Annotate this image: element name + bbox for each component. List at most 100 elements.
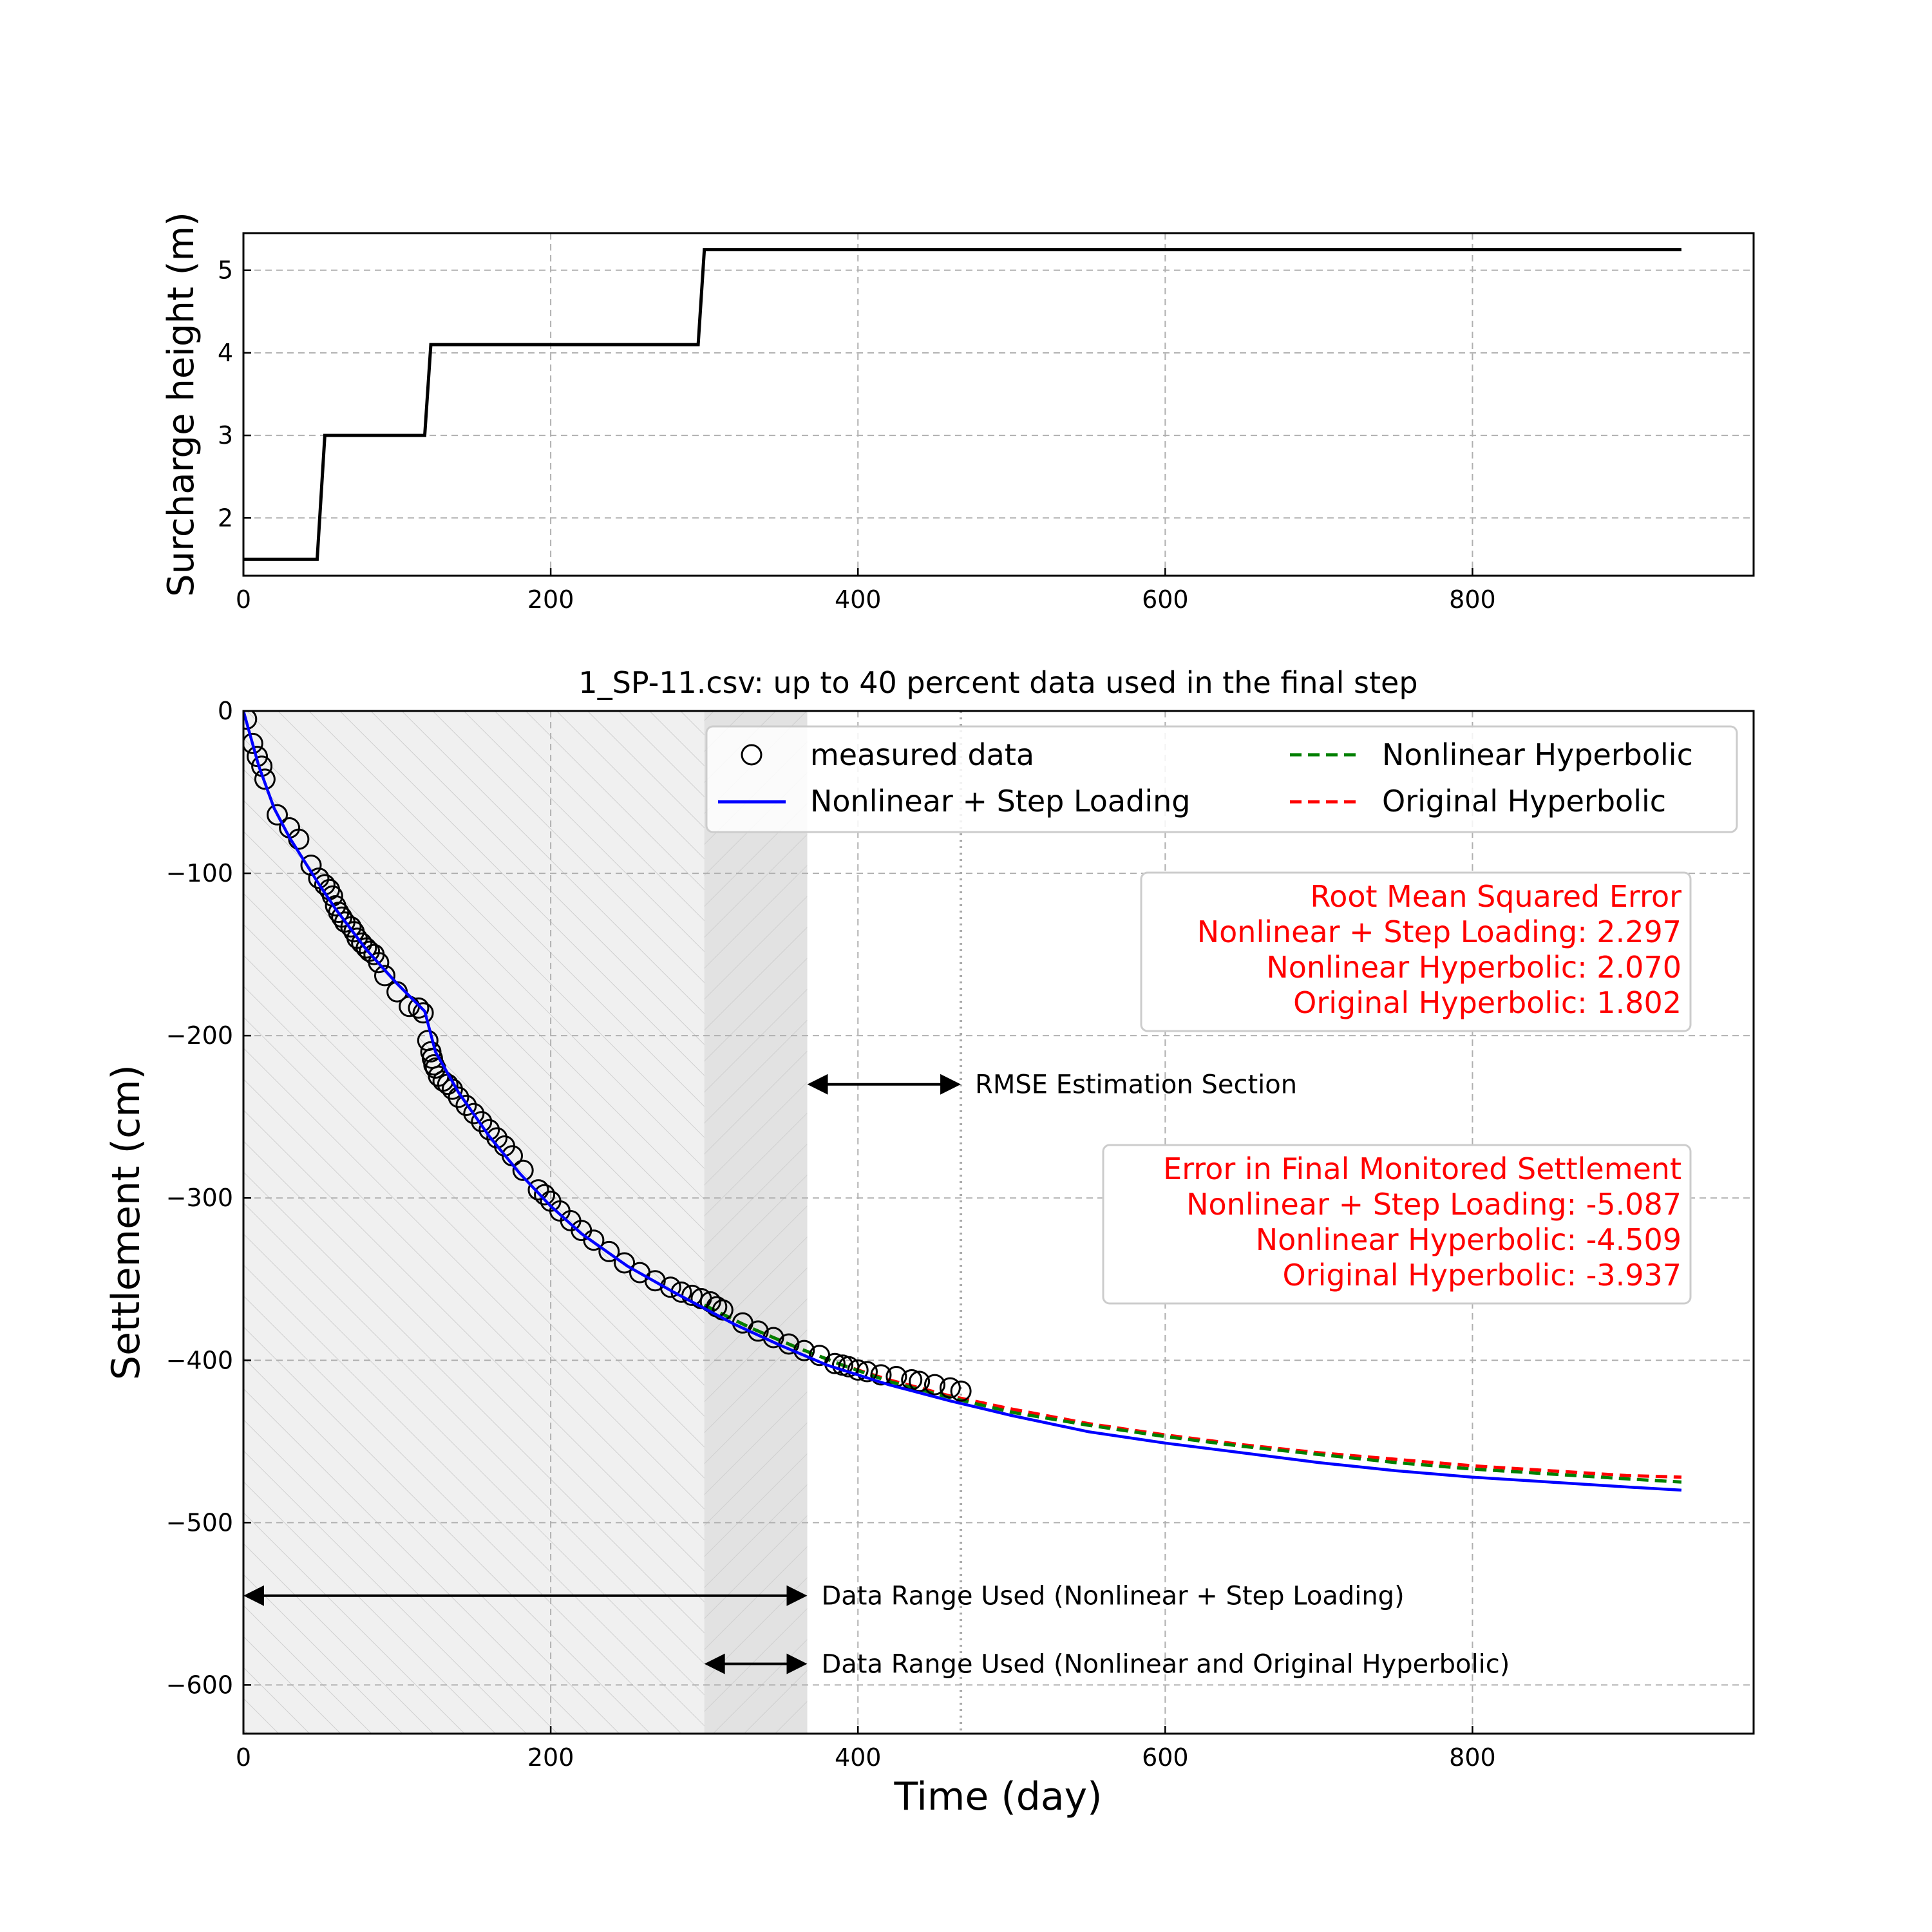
final-error-box-title: Error in Final Monitored Settlement	[1163, 1151, 1681, 1186]
measured-point	[463, 1103, 485, 1124]
measured-point	[534, 1184, 556, 1206]
legend-frame	[705, 725, 1738, 833]
measured-point	[527, 1179, 549, 1201]
settlement-x-tick-label: 400	[835, 1743, 882, 1772]
surcharge-x-tick-label: 0	[236, 585, 251, 614]
range-arrow-head-right	[786, 1585, 808, 1606]
range-arrow-head-left	[704, 1653, 725, 1674]
measured-point	[408, 997, 430, 1019]
measured-point	[300, 855, 322, 876]
settlement-x-tick-label: 0	[236, 1743, 251, 1772]
measured-point	[909, 1370, 931, 1392]
measured-point	[267, 804, 288, 826]
range-arrow-label: Data Range Used (Nonlinear + Step Loadin…	[821, 1582, 1404, 1611]
rmse-box-title: Root Mean Squared Error	[1310, 879, 1681, 914]
settlement-title: 1_SP-11.csv: up to 40 percent data used …	[578, 665, 1417, 700]
measured-point	[598, 1240, 620, 1262]
measured-point	[614, 1252, 636, 1274]
measured-point	[247, 746, 268, 768]
settlement-x-tick-label: 800	[1449, 1743, 1496, 1772]
measured-point	[308, 867, 330, 889]
settlement-y-tick-label: −600	[166, 1671, 233, 1699]
settlement-chart: 0 200 400 600 800 0 −100 −200 −300 −400 −500 −600 R…	[104, 665, 1755, 1819]
measured-point	[243, 711, 258, 730]
measured-point	[355, 937, 377, 959]
settlement-x-tick-label: 200	[527, 1743, 574, 1772]
surcharge-frame	[242, 232, 1755, 577]
surcharge-y-tick-label: 2	[218, 504, 233, 532]
measured-point	[939, 1377, 961, 1399]
range-arrows: RMSE Estimation Section Data Range Used (…	[243, 1070, 1510, 1680]
measured-point	[659, 1276, 681, 1298]
settlement-x-label: Time (day)	[893, 1774, 1102, 1819]
surcharge-line	[243, 248, 1681, 561]
surcharge-x-tick-label: 800	[1449, 585, 1496, 614]
measured-point	[254, 768, 276, 790]
measured-point	[857, 1361, 878, 1383]
surcharge-y-tick-label: 5	[218, 256, 233, 285]
rmse-box: Root Mean Squared Error Nonlinear + Step…	[1140, 871, 1692, 1032]
measured-point	[455, 1095, 477, 1116]
legend-measured-label: measured data	[810, 737, 1034, 772]
settlement-ticks: 0 200 400 600 800 0 −100 −200 −300 −400 −500 −600	[166, 697, 1496, 1772]
settlement-y-tick-label: −100	[166, 859, 233, 887]
rmse-nonlinear-hyperbolic: Nonlinear Hyperbolic: 2.070	[1266, 950, 1681, 985]
surcharge-x-tick-label: 600	[1142, 585, 1189, 614]
settlement-x-tick-label: 600	[1142, 1743, 1189, 1772]
range-arrow-label: Data Range Used (Nonlinear and Original …	[821, 1650, 1510, 1680]
rmse-original-hyperbolic: Original Hyperbolic: 1.802	[1293, 985, 1681, 1020]
legend-measured-marker	[741, 744, 762, 766]
surcharge-x-tick-label: 400	[835, 585, 882, 614]
range-arrow-head-left	[243, 1585, 264, 1606]
measured-point	[374, 965, 395, 987]
measured-point	[847, 1359, 869, 1381]
measured-point	[870, 1364, 892, 1386]
settlement-y-label: Settlement (cm)	[104, 1065, 149, 1380]
range-arrow-label: RMSE Estimation Section	[975, 1070, 1297, 1100]
surcharge-y-tick-label: 3	[218, 421, 233, 450]
measured-point	[243, 732, 263, 754]
range-arrow-head-right	[786, 1653, 808, 1674]
measured-point	[478, 1119, 500, 1141]
measured-point	[368, 952, 390, 974]
legend-original-hyperbolic-label: Original Hyperbolic	[1382, 784, 1666, 819]
hyperbolic-range-hatch	[704, 711, 808, 1734]
surcharge-chart: 0 200 400 600 800 2 3 4 5 Surcharge height (m)	[160, 212, 1755, 614]
measured-point	[412, 1002, 434, 1024]
nonlinear-hyperbolic-line	[703, 1303, 1682, 1484]
measured-point	[950, 1380, 972, 1402]
final-error-nonlinear-hyperbolic: Nonlinear Hyperbolic: -4.509	[1256, 1222, 1681, 1257]
final-error-step-loading: Nonlinear + Step Loading: -5.087	[1186, 1187, 1681, 1222]
legend-nonlinear-hyperbolic-label: Nonlinear Hyperbolic	[1382, 737, 1693, 772]
surcharge-x-tick-label: 200	[527, 585, 574, 614]
step-loading-line	[243, 711, 1682, 1492]
measured-point	[924, 1374, 945, 1396]
measured-point	[644, 1270, 666, 1292]
surcharge-ticks: 0 200 400 600 800 2 3 4 5	[218, 256, 1496, 614]
rmse-box-frame	[1140, 871, 1692, 1032]
measured-point	[512, 1159, 534, 1181]
surcharge-plot-area	[243, 233, 1754, 576]
settlement-y-tick-label: −200	[166, 1021, 233, 1050]
final-error-original-hyperbolic: Original Hyperbolic: -3.937	[1283, 1258, 1681, 1293]
surcharge-y-label: Surcharge height (m)	[160, 212, 202, 597]
measured-point	[583, 1229, 605, 1251]
measured-point	[340, 916, 362, 938]
settlement-y-tick-label: −500	[166, 1508, 233, 1537]
measured-point	[471, 1111, 493, 1133]
legend-step-loading-label: Nonlinear + Step Loading	[810, 784, 1190, 819]
rmse-step-loading: Nonlinear + Step Loading: 2.297	[1197, 914, 1681, 949]
range-arrow-head-left	[807, 1074, 828, 1095]
settlement-y-tick-label: −300	[166, 1184, 233, 1212]
settlement-y-tick-label: 0	[218, 697, 233, 725]
measured-point	[448, 1086, 469, 1108]
range-arrow-head-right	[940, 1074, 961, 1095]
settlement-frame	[242, 710, 1755, 1735]
final-error-box-frame	[1102, 1144, 1692, 1305]
surcharge-y-tick-label: 4	[218, 339, 233, 367]
surcharge-grid	[243, 233, 1754, 576]
settlement-y-tick-label: −400	[166, 1346, 233, 1374]
final-error-box: Error in Final Monitored Settlement Nonl…	[1102, 1144, 1692, 1305]
measured-point	[351, 933, 373, 954]
